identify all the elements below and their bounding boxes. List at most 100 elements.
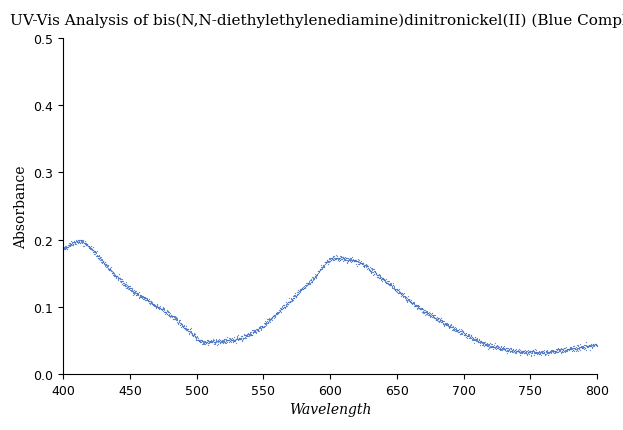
Point bbox=[461, 330, 471, 337]
Point bbox=[110, 273, 120, 280]
Point bbox=[262, 319, 272, 326]
Point bbox=[59, 246, 69, 253]
Point bbox=[231, 336, 241, 343]
Point bbox=[148, 301, 158, 308]
Point bbox=[318, 264, 328, 271]
Point bbox=[335, 256, 345, 263]
Point bbox=[245, 331, 255, 338]
Point bbox=[301, 280, 311, 287]
Point bbox=[302, 282, 312, 289]
Point bbox=[199, 338, 209, 345]
Point bbox=[90, 248, 100, 255]
Point bbox=[551, 347, 561, 354]
Point bbox=[449, 325, 459, 332]
Point bbox=[193, 335, 202, 341]
Point bbox=[144, 299, 154, 306]
Point bbox=[128, 292, 138, 299]
Point bbox=[68, 242, 78, 249]
Point bbox=[528, 347, 538, 354]
Point bbox=[250, 328, 260, 335]
Point bbox=[384, 282, 394, 289]
Point bbox=[170, 313, 180, 320]
Point bbox=[265, 318, 275, 325]
Point bbox=[217, 338, 227, 345]
Point bbox=[376, 276, 386, 283]
Point bbox=[455, 331, 465, 338]
Point bbox=[533, 350, 543, 357]
Point bbox=[480, 341, 490, 348]
Point bbox=[406, 300, 416, 307]
Point bbox=[451, 327, 461, 334]
Point bbox=[473, 338, 483, 345]
Point bbox=[279, 304, 289, 311]
Point bbox=[124, 285, 134, 292]
Point bbox=[213, 337, 223, 344]
Point bbox=[388, 282, 398, 289]
Point bbox=[421, 309, 431, 316]
Point bbox=[590, 341, 600, 348]
Point bbox=[391, 288, 401, 295]
Point bbox=[200, 338, 210, 344]
Point bbox=[439, 317, 449, 324]
Point bbox=[340, 257, 350, 264]
Point bbox=[324, 259, 334, 266]
Point bbox=[137, 293, 147, 300]
Point bbox=[437, 318, 447, 325]
Point bbox=[396, 290, 406, 297]
Point bbox=[124, 286, 134, 292]
Point bbox=[219, 337, 229, 344]
Point bbox=[186, 325, 196, 332]
Point bbox=[384, 281, 394, 288]
Point bbox=[321, 259, 331, 266]
Point bbox=[513, 347, 523, 354]
Point bbox=[434, 315, 444, 322]
Point bbox=[495, 344, 505, 350]
Point bbox=[215, 339, 225, 346]
Point bbox=[168, 315, 178, 322]
Point bbox=[401, 293, 411, 300]
Point bbox=[363, 263, 373, 270]
Point bbox=[469, 339, 479, 346]
Point bbox=[529, 351, 539, 358]
Point bbox=[60, 246, 70, 252]
Point bbox=[573, 348, 583, 355]
Point bbox=[270, 312, 280, 319]
Point bbox=[135, 295, 145, 301]
Point bbox=[472, 338, 482, 344]
Point bbox=[455, 331, 465, 338]
Point bbox=[116, 276, 126, 283]
Point bbox=[300, 285, 310, 292]
Point bbox=[304, 281, 314, 288]
Point bbox=[123, 286, 133, 293]
Point bbox=[72, 240, 82, 246]
Point bbox=[58, 246, 68, 253]
Point bbox=[514, 347, 524, 354]
Point bbox=[394, 288, 404, 295]
Point bbox=[303, 281, 313, 288]
Point bbox=[512, 348, 522, 355]
Point bbox=[269, 312, 279, 319]
Point bbox=[134, 289, 144, 296]
Point bbox=[540, 351, 549, 358]
Point bbox=[229, 338, 239, 345]
Point bbox=[308, 277, 318, 284]
Point bbox=[267, 314, 277, 321]
Point bbox=[383, 280, 392, 287]
Point bbox=[376, 274, 386, 281]
Point bbox=[109, 270, 119, 277]
Point bbox=[504, 346, 514, 353]
Point bbox=[387, 283, 397, 290]
Point bbox=[346, 258, 356, 264]
Point bbox=[536, 347, 546, 354]
Point bbox=[462, 333, 472, 340]
Point bbox=[106, 264, 116, 271]
Point bbox=[339, 255, 349, 262]
Point bbox=[234, 335, 244, 342]
Point bbox=[348, 256, 358, 263]
Point bbox=[107, 267, 117, 274]
Point bbox=[84, 243, 94, 250]
Point bbox=[316, 266, 326, 273]
Point bbox=[545, 349, 555, 356]
Point bbox=[118, 278, 128, 285]
Point bbox=[285, 299, 295, 306]
